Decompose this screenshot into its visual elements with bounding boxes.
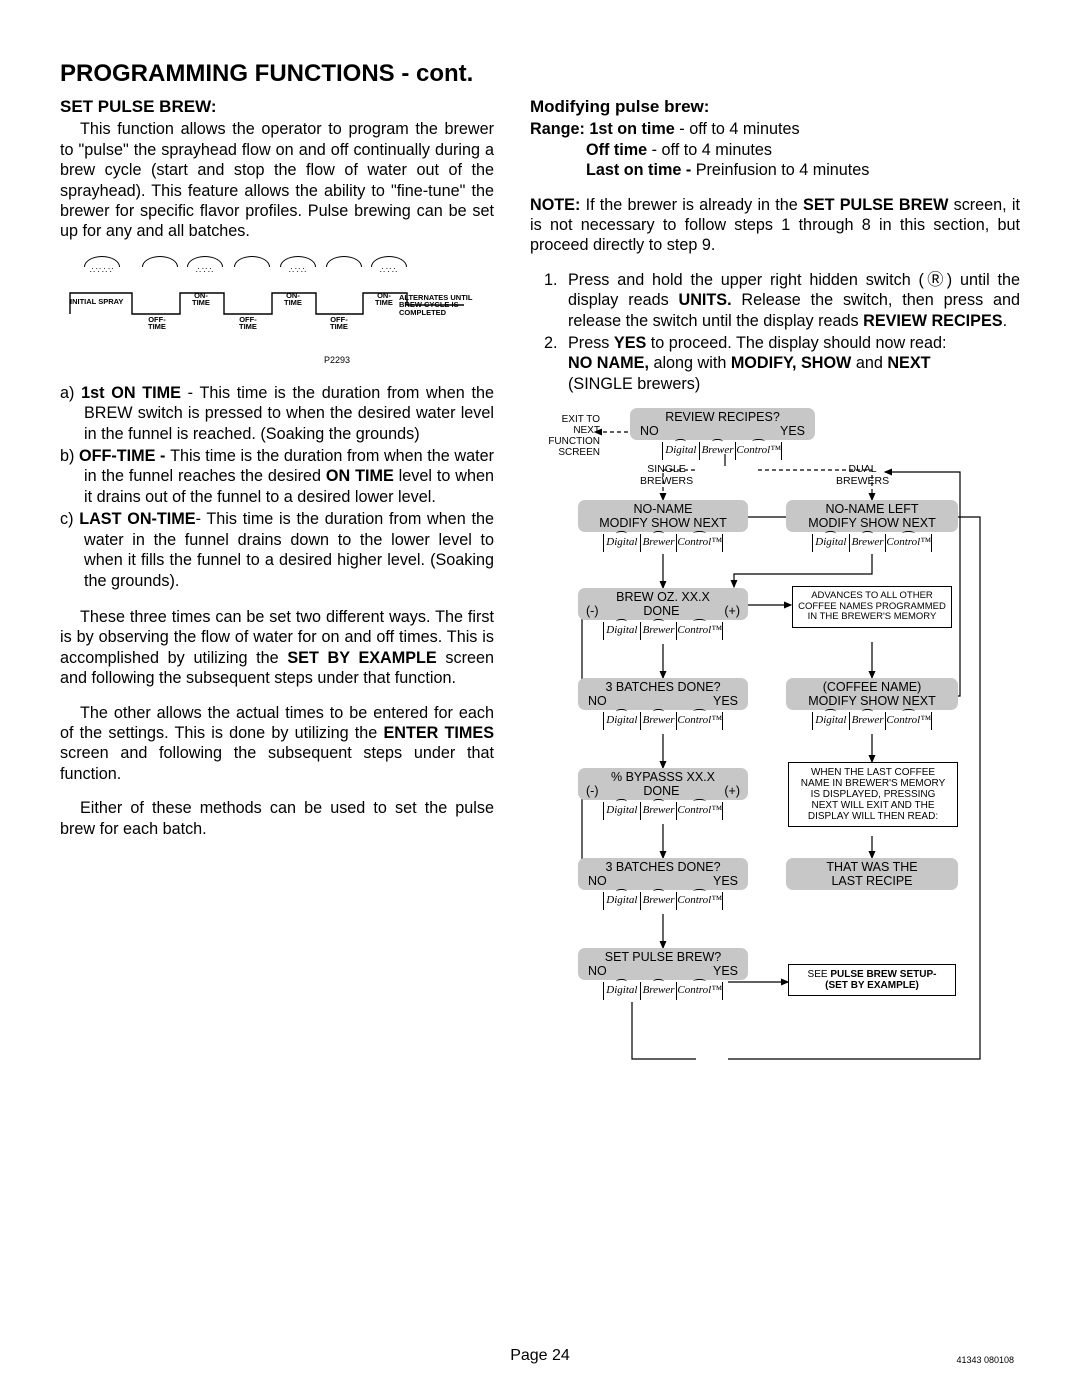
page-number: Page 24 (0, 1347, 1080, 1365)
step-2: Press YES to proceed. The display should… (562, 333, 1020, 394)
right-column: Modifying pulse brew: Range: 1st on time… (530, 96, 1020, 1134)
box-batches-1: 3 BATCHES DONE? NOYES (578, 678, 748, 710)
box-noname-left: NO-NAME LEFTMODIFY SHOW NEXT (786, 500, 958, 532)
range-block: Range: 1st on time - off to 4 minutes Of… (530, 119, 1020, 180)
para-either-method: Either of these methods can be used to s… (60, 798, 494, 839)
note-exit: EXIT TO NEXT FUNCTION SCREEN (522, 414, 600, 458)
box-that-was-last: THAT WAS THE LAST RECIPE (786, 858, 958, 890)
steps-list: Press and hold the upper right hidden sw… (562, 270, 1020, 394)
note-when-last: WHEN THE LAST COFFEE NAME IN BREWER'S ME… (788, 762, 958, 827)
label-single-brewers: SINGLE BREWERS (640, 464, 693, 487)
doc-number: 41343 080108 (956, 1355, 1014, 1365)
label-dual-brewers: DUAL BREWERS (836, 464, 889, 487)
box-review-recipes: REVIEW RECIPES? NOYES (630, 408, 815, 440)
item-c: c) LAST ON-TIME- This time is the durati… (60, 509, 494, 591)
box-batches-2: 3 BATCHES DONE? NOYES (578, 858, 748, 890)
left-column: SET PULSE BREW: This function allows the… (60, 96, 494, 1134)
para-enter-times: The other allows the actual times to be … (60, 703, 494, 785)
page-heading: PROGRAMMING FUNCTIONS - cont. (60, 60, 1020, 88)
note-advances: ADVANCES TO ALL OTHER COFFEE NAMES PROGR… (792, 586, 952, 627)
box-coffee-name: (COFFEE NAME)MODIFY SHOW NEXT (786, 678, 958, 710)
box-bypass: % BYPASSS XX.X (-)DONE(+) (578, 768, 748, 800)
note-paragraph: NOTE: If the brewer is already in the SE… (530, 195, 1020, 256)
modifying-heading: Modifying pulse brew: (530, 96, 1020, 117)
item-b: b) OFF-TIME - This time is the duration … (60, 446, 494, 507)
set-pulse-brew-heading: SET PULSE BREW: (60, 96, 494, 117)
step-1: Press and hold the upper right hidden sw… (562, 270, 1020, 331)
intro-paragraph: This function allows the operator to pro… (60, 119, 494, 241)
box-noname: NO-NAMEMODIFY SHOW NEXT (578, 500, 748, 532)
para-two-ways: These three times can be set two differe… (60, 607, 494, 689)
box-brew-oz: BREW OZ. XX.X (-)DONE(+) (578, 588, 748, 620)
item-a: a) 1st ON TIME - This time is the durati… (60, 383, 494, 444)
box-set-pulse-brew: SET PULSE BREW? NOYES (578, 948, 748, 980)
note-see-pulse: SEE PULSE BREW SETUP- (SET BY EXAMPLE) (788, 964, 956, 996)
flowchart: REVIEW RECIPES? NOYES DigitalBrewerContr… (520, 404, 1020, 1134)
dbc-icon: DigitalBrewerControl™ (662, 442, 782, 460)
pulse-timing-diagram: ∴∵∴∵ ∴∵∴ ∴∵∴ ∴∵∴ INITIAL SPRAY ON- TIME … (64, 256, 484, 371)
